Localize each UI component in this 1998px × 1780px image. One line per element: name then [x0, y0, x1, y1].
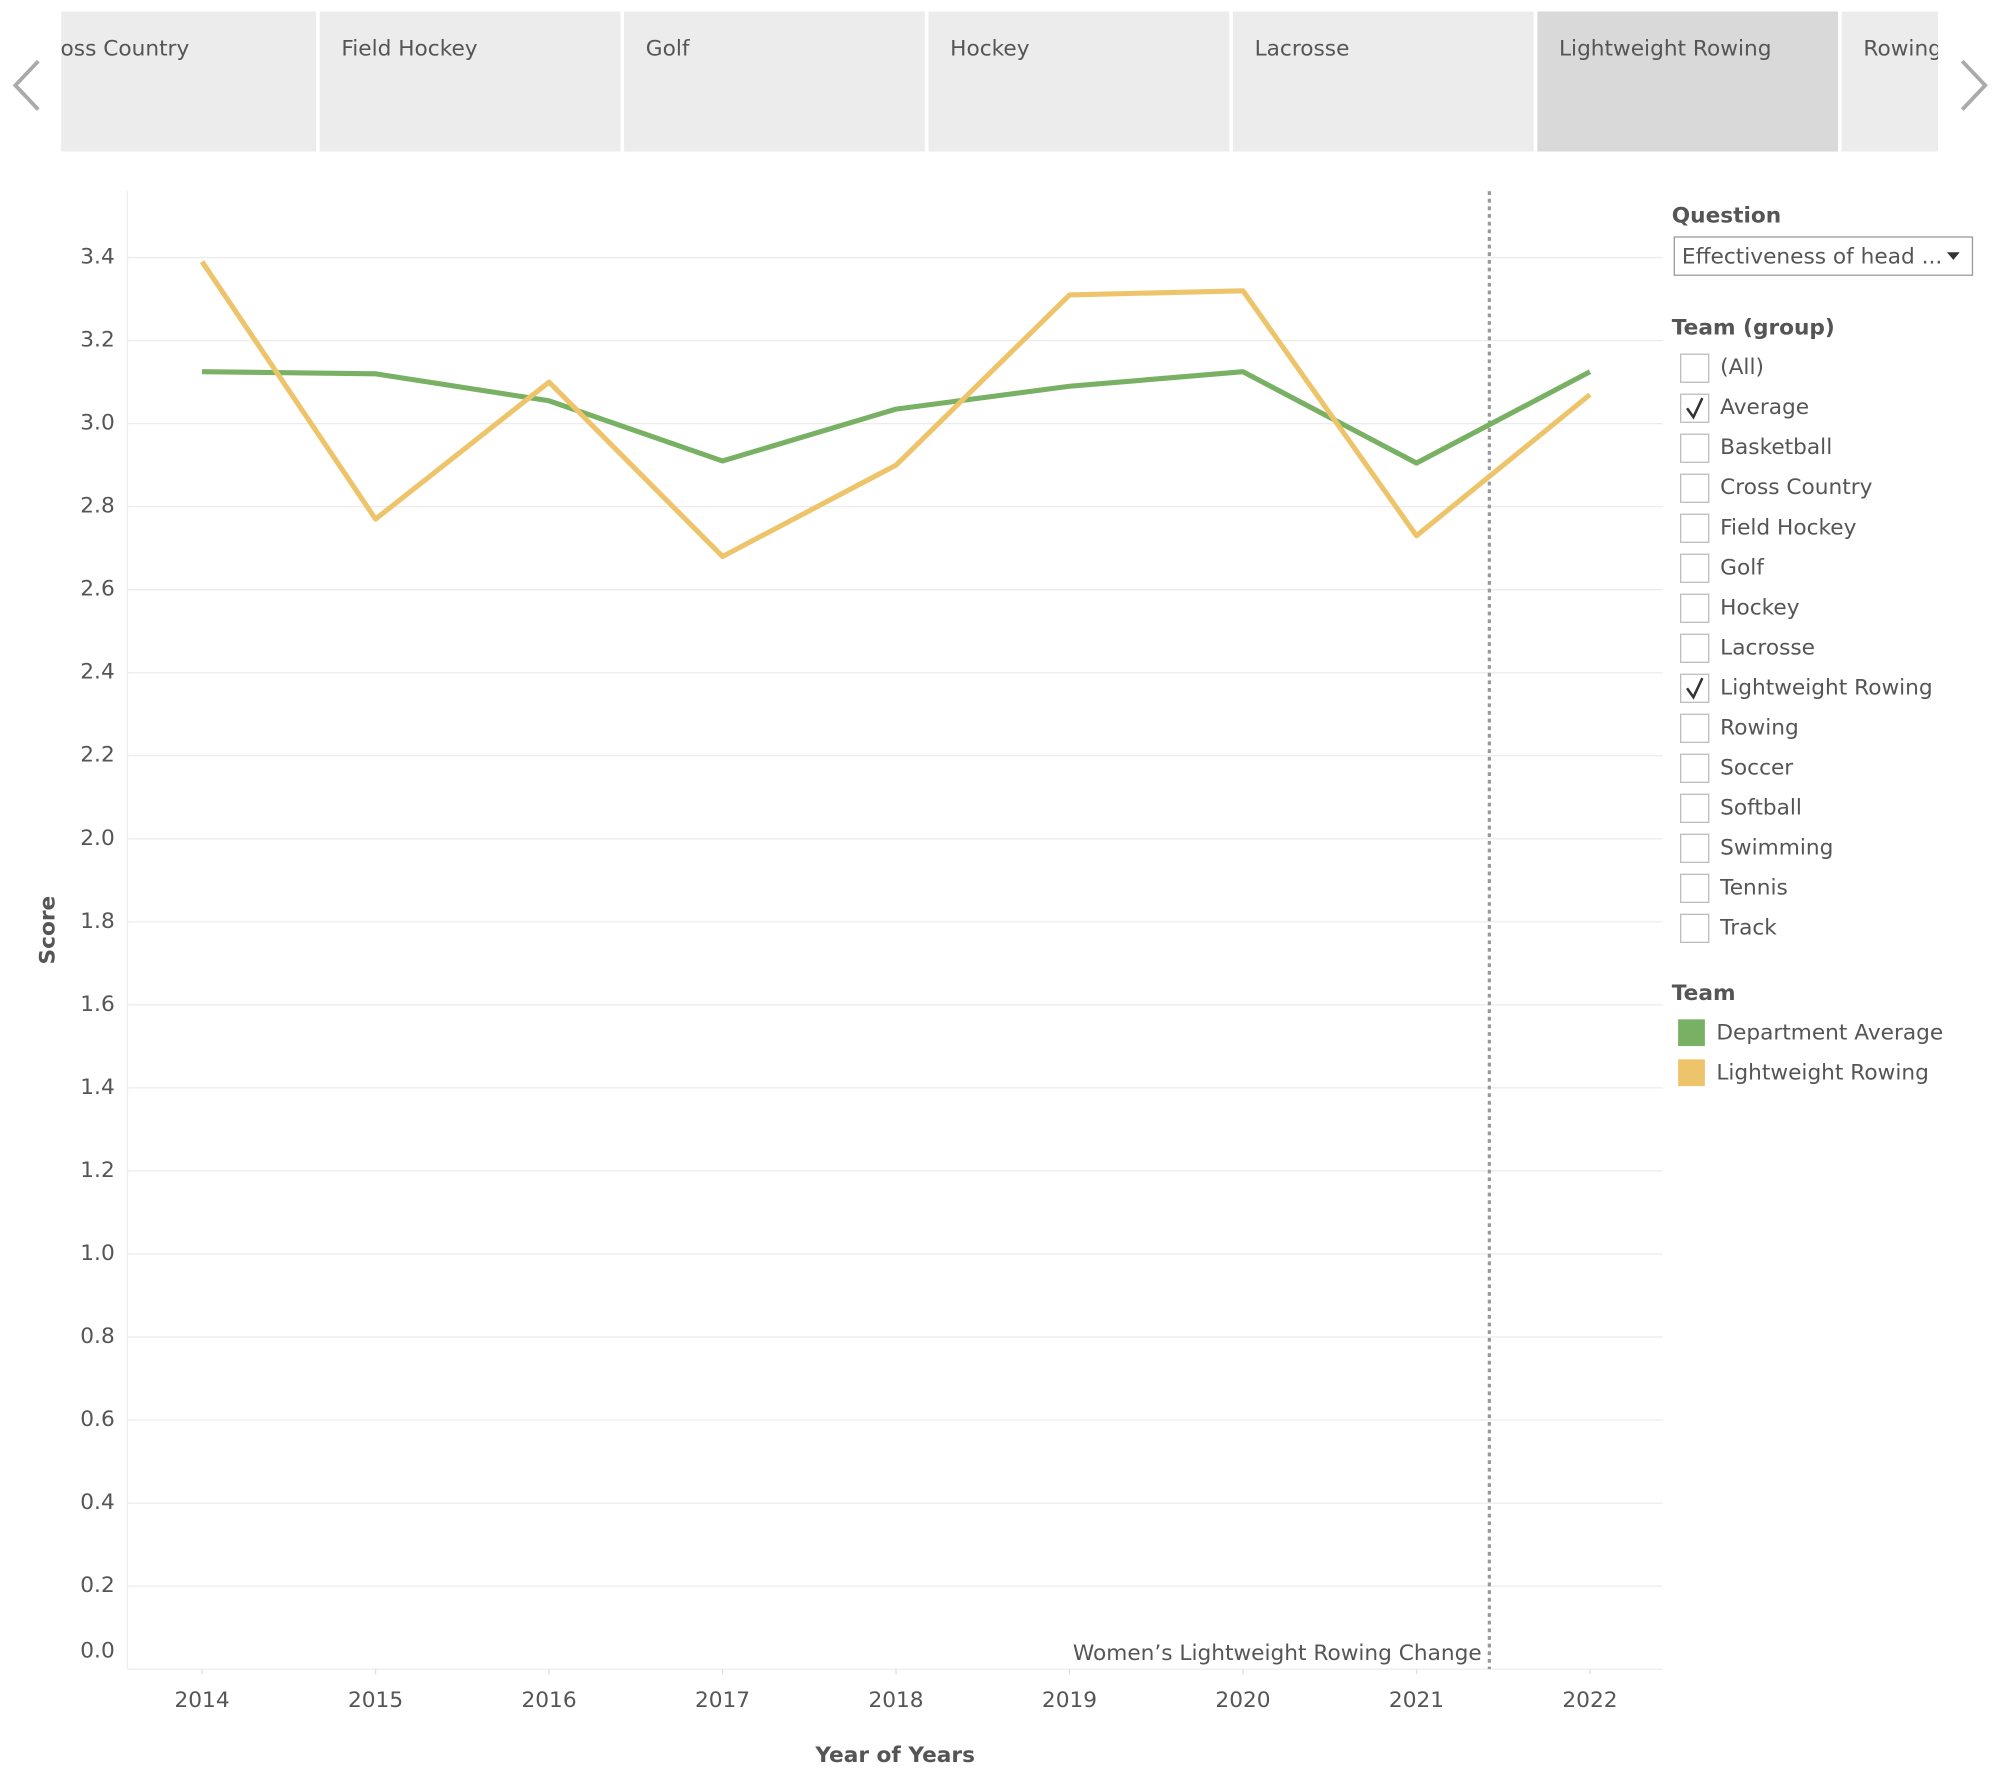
y-tick-label: 3.2 [80, 328, 114, 353]
checkbox-label: Rowing [1720, 715, 1799, 740]
checkbox[interactable] [1680, 673, 1710, 703]
checkbox-label: Hockey [1720, 595, 1800, 620]
checkbox-label: Lacrosse [1720, 635, 1815, 660]
y-tick-label: 2.2 [80, 743, 114, 768]
checkbox-label: Golf [1720, 555, 1765, 580]
tab-label: Lacrosse [1255, 37, 1350, 62]
checkbox-label: Softball [1720, 795, 1802, 820]
checkbox[interactable] [1680, 393, 1710, 423]
x-tick-label: 2017 [695, 1688, 750, 1713]
checkbox-label: Track [1719, 915, 1777, 940]
checkbox-label: Basketball [1720, 435, 1832, 460]
checkbox[interactable] [1680, 353, 1710, 383]
y-tick-label: 2.6 [80, 577, 114, 602]
y-tick-label: 3.0 [80, 411, 114, 436]
checkmark [1686, 677, 1704, 700]
legend-label: Lightweight Rowing [1716, 1060, 1928, 1085]
checkbox[interactable] [1680, 633, 1710, 663]
y-tick-label: 2.0 [80, 826, 114, 851]
x-tick-label: 2016 [521, 1688, 576, 1713]
series-line [202, 369, 1592, 466]
x-tick-label: 2014 [175, 1688, 230, 1713]
tab[interactable] [1841, 11, 1998, 152]
y-tick-label: 1.2 [80, 1158, 114, 1183]
y-tick-label: 1.0 [80, 1241, 114, 1266]
checkbox[interactable] [1680, 833, 1710, 863]
y-tick-label: 0.6 [80, 1407, 114, 1432]
dropdown-arrow [1946, 252, 1960, 260]
tab[interactable] [1232, 11, 1534, 152]
y-tick-label: 1.6 [80, 992, 114, 1017]
y-axis-title: Score [35, 896, 60, 965]
legend-label: Department Average [1716, 1020, 1943, 1045]
checkbox[interactable] [1680, 553, 1710, 583]
checkbox[interactable] [1680, 473, 1710, 503]
tab-label: Lightweight Rowing [1559, 37, 1771, 62]
filter-title: Team (group) [1672, 316, 1835, 341]
checkbox-label: Cross Country [1720, 475, 1872, 500]
y-tick-label: 0.4 [80, 1490, 114, 1515]
x-axis-title: Year of Years [814, 1743, 975, 1768]
checkbox-label: Swimming [1720, 835, 1833, 860]
legend-swatch [1678, 1059, 1705, 1087]
x-tick-label: 2019 [1042, 1688, 1097, 1713]
x-tick-label: 2018 [868, 1688, 923, 1713]
tab[interactable] [624, 11, 925, 152]
tab[interactable] [1537, 11, 1839, 152]
tab-label: Golf [646, 37, 691, 62]
series-line [199, 260, 1592, 560]
tab[interactable] [319, 11, 621, 152]
checkbox[interactable] [1680, 433, 1710, 463]
x-tick-label: 2020 [1215, 1688, 1270, 1713]
checkbox[interactable] [1680, 913, 1710, 944]
prev-arrow[interactable] [12, 59, 40, 111]
reference-label: Women’s Lightweight Rowing Change [1073, 1641, 1482, 1666]
y-tick-label: 2.4 [80, 660, 114, 685]
checkbox[interactable] [1680, 713, 1710, 743]
checkbox[interactable] [1680, 753, 1710, 783]
legend-swatch [1678, 1019, 1705, 1047]
checkbox[interactable] [1680, 873, 1710, 903]
y-tick-label: 1.8 [80, 909, 114, 934]
checkbox-label: Soccer [1720, 755, 1793, 780]
tab-label: Cross Country [37, 37, 189, 62]
y-tick-label: 0.8 [80, 1324, 114, 1349]
checkbox-label: Lightweight Rowing [1720, 675, 1932, 700]
checkmark [1686, 397, 1704, 420]
tab-label: Hockey [950, 37, 1030, 62]
y-tick-label: 0.2 [80, 1573, 114, 1598]
y-tick-label: 0.0 [80, 1638, 114, 1663]
filter-title: Question [1672, 204, 1781, 229]
checkbox-label: Field Hockey [1720, 515, 1856, 540]
checkbox[interactable] [1680, 513, 1710, 543]
tab[interactable] [15, 11, 317, 152]
tab-label: Rowing [1863, 37, 1942, 62]
x-tick-label: 2022 [1562, 1688, 1617, 1713]
checkbox-label: Average [1720, 395, 1809, 420]
dropdown-value: Effectiveness of head ... [1682, 244, 1942, 269]
legend-title: Team [1672, 981, 1736, 1006]
y-tick-label: 2.8 [80, 494, 114, 519]
x-tick-label: 2015 [348, 1688, 403, 1713]
tab[interactable] [928, 11, 1230, 152]
tab-label: Field Hockey [341, 37, 477, 62]
checkbox[interactable] [1680, 593, 1710, 623]
checkbox[interactable] [1680, 793, 1710, 823]
y-tick-label: 1.4 [80, 1075, 114, 1100]
checkbox-label: Tennis [1719, 875, 1788, 900]
dropdown[interactable] [1673, 236, 1974, 276]
x-tick-label: 2021 [1389, 1688, 1444, 1713]
next-arrow[interactable] [1960, 59, 1988, 111]
checkbox-label: (All) [1720, 355, 1764, 380]
y-tick-label: 3.4 [80, 245, 114, 270]
